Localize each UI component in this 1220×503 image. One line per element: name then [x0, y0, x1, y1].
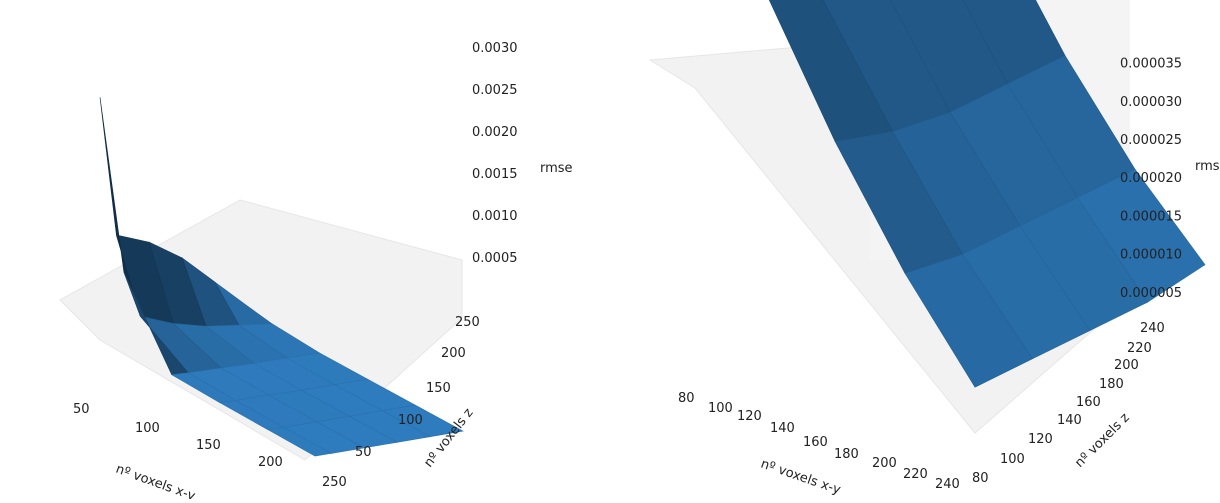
- y-tick-label: 140: [1057, 413, 1082, 428]
- x-tick-label: 220: [903, 467, 928, 482]
- y-tick-label: 50: [355, 445, 372, 460]
- y-tick-label: 100: [398, 413, 423, 428]
- x-tick-label: 200: [258, 455, 283, 470]
- surface-plot-right: 0.000005 0.000010 0.000015 0.000020 0.000025…: [610, 0, 1220, 499]
- y-tick-label: 250: [455, 315, 480, 330]
- z-axis-label: rmse: [540, 161, 573, 176]
- y-tick-label: 160: [1076, 395, 1101, 410]
- x-axis-label: nº voxels x-y: [114, 462, 198, 499]
- x-tick-label: 250: [322, 475, 347, 490]
- z-tick-label: 0.0020: [472, 125, 518, 140]
- x-tick-label: 180: [834, 447, 859, 462]
- surface-facet: [266, 427, 333, 457]
- x-tick-label: 200: [872, 456, 897, 471]
- x-tick-label: 100: [708, 401, 733, 416]
- x-tick-label: 140: [770, 421, 795, 436]
- z-tick-label: 0.000010: [1120, 248, 1182, 263]
- x-tick-label: 100: [135, 421, 160, 436]
- surface-plot-left: 0.0005 0.0010 0.0015 0.0020 0.0025 0.0030 rmse…: [0, 0, 610, 503]
- surface-facet: [904, 253, 1033, 388]
- surface-chart-right: 0.000005 0.000010 0.000015 0.000020 0.000025…: [648, 0, 1220, 498]
- y-tick-label: 200: [441, 346, 466, 361]
- y-tick-label: 120: [1028, 432, 1053, 447]
- x-tick-label: 240: [935, 477, 960, 492]
- x-tick-label: 80: [678, 391, 695, 406]
- z-tick-label: 0.0015: [472, 167, 518, 182]
- y-tick-label: 180: [1099, 377, 1124, 392]
- z-tick-label: 0.0005: [472, 251, 518, 266]
- y-tick-label: 80: [972, 471, 989, 486]
- z-tick-label: 0.000025: [1120, 133, 1182, 148]
- y-tick-label: 100: [1000, 452, 1025, 467]
- y-tick-label: 240: [1140, 321, 1165, 336]
- x-tick-label: 150: [196, 438, 221, 453]
- z-axis-label: rmse: [1195, 159, 1220, 174]
- x-tick-label: 160: [803, 435, 828, 450]
- y-tick-label: 200: [1114, 358, 1139, 373]
- surface-chart-left: 0.0005 0.0010 0.0015 0.0020 0.0025 0.0030 rmse…: [59, 41, 573, 503]
- x-axis-label: nº voxels x-y: [759, 457, 843, 498]
- z-tick-label: 0.000035: [1120, 57, 1182, 72]
- x-tick-label: 120: [737, 409, 762, 424]
- z-tick-label: 0.0030: [472, 41, 518, 56]
- y-tick-label: 220: [1127, 341, 1152, 356]
- z-tick-label: 0.000030: [1120, 95, 1182, 110]
- z-tick-label: 0.0025: [472, 83, 518, 98]
- z-tick-label: 0.000005: [1120, 286, 1182, 301]
- x-tick-label: 50: [73, 402, 90, 417]
- y-tick-label: 150: [426, 381, 451, 396]
- z-tick-label: 0.000020: [1120, 171, 1182, 186]
- z-tick-label: 0.000015: [1120, 209, 1182, 224]
- z-tick-label: 0.0010: [472, 209, 518, 224]
